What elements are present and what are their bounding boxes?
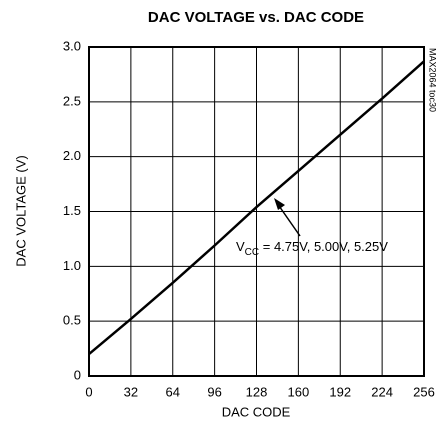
y-tick-label: 1.5 [63,203,81,218]
plot-border [88,46,425,377]
y-tick-label: 3.0 [63,38,81,53]
x-tick-label: 192 [329,384,351,399]
x-tick-label: 224 [371,384,393,399]
side-note: MAX2064 toc30 [428,48,438,112]
y-tick-label: 0 [74,367,81,382]
arrow-head [274,198,285,210]
y-tick-label: 2.5 [63,93,81,108]
x-tick-label: 0 [85,384,92,399]
y-axis-label: DAC VOLTAGE (V) [13,155,28,266]
data-line [88,60,425,356]
chart-title: DAC VOLTAGE vs. DAC CODE [148,9,364,26]
x-tick-label: 160 [288,384,310,399]
annotation: VCC = 4.75V, 5.00V, 5.25V [236,239,388,257]
annotation-main: V [236,239,245,254]
x-tick-label: 64 [166,384,180,399]
y-tick-label: 2.0 [63,148,81,163]
y-tick-label: 0.5 [63,313,81,328]
annotation-rest: = 4.75V, 5.00V, 5.25V [259,239,388,254]
x-tick-label: 32 [124,384,138,399]
plot: 0 0.5 1.0 1.5 2.0 2.5 3.0 0 32 64 96 128 160 192 224 25… [63,38,435,399]
x-tick-label: 128 [246,384,268,399]
annotation-sub: CC [245,247,259,258]
x-tick-label: 256 [413,384,435,399]
y-tick-label: 1.0 [63,258,81,273]
x-axis-label: DAC CODE [222,404,291,419]
x-tick-label: 96 [207,384,221,399]
arrow [276,202,301,237]
